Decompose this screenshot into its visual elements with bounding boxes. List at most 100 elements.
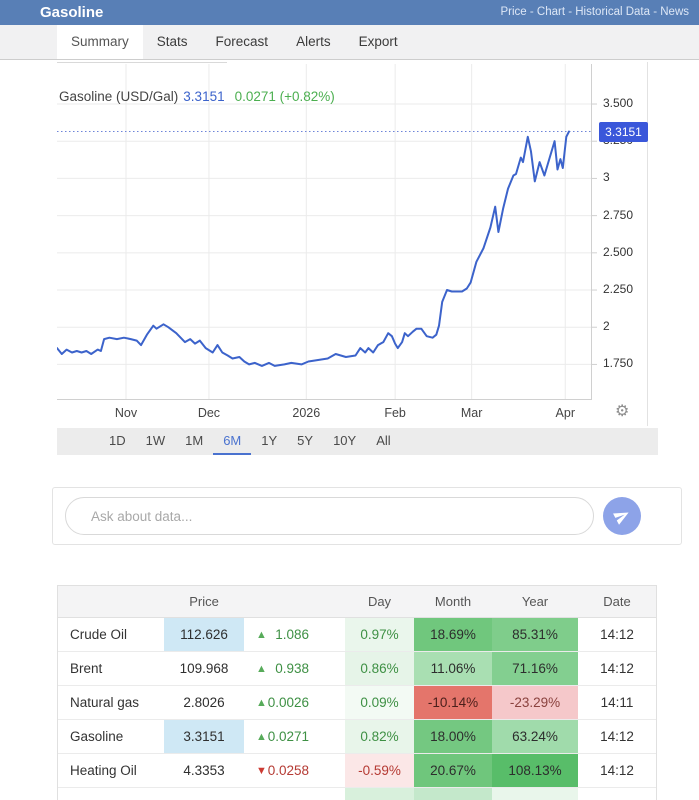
commodity-name[interactable]: Gasoline — [70, 729, 124, 744]
partial-cell — [492, 788, 578, 800]
tab-summary[interactable]: Summary — [57, 25, 143, 59]
arrow-up-icon: ▲ — [256, 731, 267, 743]
arrow-up-icon: ▲ — [256, 697, 267, 709]
table-row: Crude Oil 112.626 ▲ 1.086 0.97% 18.69% 85.31% 1… — [58, 618, 656, 652]
tab-stats[interactable]: Stats — [156, 34, 188, 49]
change-cell: ▼ 0.0258 — [244, 754, 345, 787]
change-value: 0.0258 — [267, 763, 309, 778]
month-pct-cell: 11.06% — [414, 652, 492, 685]
chart-instrument-label: Gasoline (USD/Gal) — [59, 89, 179, 104]
gear-icon[interactable]: ⚙ — [615, 403, 630, 420]
commodity-name[interactable]: Crude Oil — [70, 627, 128, 642]
table-row: Natural gas 2.8026 ▲ 0.0026 0.09% -10.14% -23.… — [58, 686, 656, 720]
y-tick-label: 2 — [603, 319, 610, 334]
ask-data-input[interactable] — [66, 498, 593, 534]
change-value: 0.0026 — [267, 695, 309, 710]
price-cell: 4.3353 — [183, 763, 225, 778]
top-header: Gasoline Price - Chart - Historical Data… — [0, 0, 699, 25]
table-row: Heating Oil 4.3353 ▼ 0.0258 -0.59% 20.67% 108.… — [58, 754, 656, 788]
partial-cell — [244, 788, 345, 800]
y-tick-label: 1.750 — [603, 356, 634, 371]
x-tick-label: Feb — [384, 406, 406, 420]
partial-cell — [414, 788, 492, 800]
y-tick-label: 2.250 — [603, 282, 634, 297]
arrow-up-icon: ▲ — [256, 663, 267, 675]
arrow-down-icon: ▼ — [256, 765, 267, 777]
year-pct-cell: 71.16% — [492, 652, 578, 685]
table-header-cell: Day — [367, 594, 392, 609]
table-header-cell: Year — [521, 594, 549, 609]
paper-plane-icon — [613, 507, 631, 525]
partial-cell — [345, 788, 414, 800]
price-cell: 2.8026 — [183, 695, 225, 710]
change-value: 0.0271 — [267, 729, 309, 744]
date-cell: 14:12 — [600, 763, 634, 778]
page-title: Gasoline — [40, 4, 104, 21]
date-cell: 14:12 — [600, 661, 634, 676]
range-button-5y[interactable]: 5Y — [297, 433, 314, 448]
price-cell: 112.626 — [164, 618, 244, 651]
y-tick-label: 3 — [603, 170, 610, 185]
year-pct-cell: 85.31% — [492, 618, 578, 651]
range-button-1y[interactable]: 1Y — [261, 433, 278, 448]
header-links[interactable]: Price - Chart - Historical Data - News — [500, 6, 689, 18]
tab-export[interactable]: Export — [358, 34, 398, 49]
month-pct-cell: 18.00% — [414, 720, 492, 753]
date-cell: 14:11 — [600, 695, 634, 710]
table-row-partial — [58, 788, 656, 800]
price-cell: 109.968 — [179, 661, 229, 676]
range-button-all[interactable]: All — [376, 433, 391, 448]
chart-price-change: 0.0271 (+0.82%) — [234, 89, 335, 104]
range-button-1w[interactable]: 1W — [145, 433, 166, 448]
tab-bar: Summary Stats Forecast Alerts Export — [0, 25, 699, 60]
tab-forecast[interactable]: Forecast — [215, 34, 269, 49]
date-cell: 14:12 — [600, 627, 634, 642]
year-pct-cell: -23.29% — [492, 686, 578, 719]
range-selector: 1D 1W 1M 6M 1Y 5Y 10Y All — [57, 428, 658, 455]
date-cell: 14:12 — [600, 729, 634, 744]
table-header-cell — [244, 586, 345, 617]
month-pct-cell: 18.69% — [414, 618, 492, 651]
commodity-name[interactable]: Natural gas — [70, 695, 140, 710]
range-button-1m[interactable]: 1M — [185, 433, 204, 448]
send-button[interactable] — [603, 497, 641, 535]
day-pct-cell: 0.82% — [345, 720, 414, 753]
divider — [57, 62, 227, 63]
range-button-1d[interactable]: 1D — [109, 433, 126, 448]
partial-cell — [58, 788, 164, 800]
x-tick-label: Mar — [460, 406, 483, 420]
y-tick-label: 2.750 — [603, 207, 634, 222]
x-tick-label: Nov — [114, 406, 138, 420]
chart-right-border — [647, 62, 648, 426]
tab-alerts[interactable]: Alerts — [296, 34, 331, 49]
table-row: Brent 109.968 ▲ 0.938 0.86% 11.06% 71.16% 14:12 — [58, 652, 656, 686]
range-button-6m[interactable]: 6M — [213, 428, 252, 455]
current-price-badge: 3.3151 — [599, 121, 648, 142]
day-pct-cell: -0.59% — [345, 754, 414, 787]
chart-card: Gasoline (USD/Gal) 3.3151 0.0271 (+0.82%) … — [57, 62, 658, 428]
month-pct-cell: 20.67% — [414, 754, 492, 787]
table-row: Gasoline 3.3151 ▲ 0.0271 0.82% 18.00% 63.24% 14… — [58, 720, 656, 754]
range-button-10y[interactable]: 10Y — [333, 433, 357, 448]
year-pct-cell: 63.24% — [492, 720, 578, 753]
table-header-cell — [58, 586, 164, 617]
change-cell: ▲ 1.086 — [244, 618, 345, 651]
change-value: 1.086 — [275, 627, 309, 642]
partial-cell — [164, 788, 244, 800]
day-pct-cell: 0.86% — [345, 652, 414, 685]
arrow-up-icon: ▲ — [256, 629, 267, 641]
partial-cell — [578, 788, 656, 800]
x-tick-label: 2026 — [292, 406, 321, 420]
table-header-cell: Date — [603, 594, 631, 609]
commodity-name[interactable]: Heating Oil — [70, 763, 137, 778]
change-value: 0.938 — [275, 661, 309, 676]
chart-title: Gasoline (USD/Gal) 3.3151 0.0271 (+0.82%) — [59, 89, 335, 104]
commodity-name[interactable]: Brent — [70, 661, 103, 676]
change-cell: ▲ 0.0026 — [244, 686, 345, 719]
change-cell: ▲ 0.938 — [244, 652, 345, 685]
month-pct-cell: -10.14% — [414, 686, 492, 719]
commodities-table: Price Day Month Year Date Crude Oil 112.626 ▲ 1… — [57, 585, 657, 800]
ask-input-wrap — [65, 497, 594, 535]
price-chart[interactable] — [57, 64, 597, 400]
